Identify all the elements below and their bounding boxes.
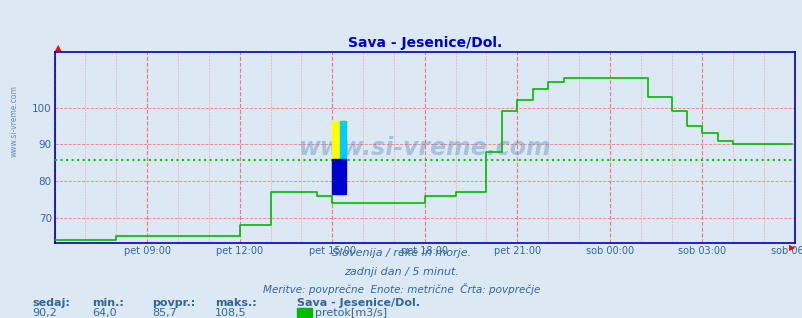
Text: ▲: ▲	[55, 44, 61, 52]
Text: Meritve: povprečne  Enote: metrične  Črta: povprečje: Meritve: povprečne Enote: metrične Črta:…	[262, 283, 540, 295]
Text: www.si-vreme.com: www.si-vreme.com	[10, 85, 18, 157]
Text: min.:: min.:	[92, 298, 124, 308]
Bar	[340, 121, 345, 163]
Text: ▶: ▶	[788, 243, 794, 252]
Text: zadnji dan / 5 minut.: zadnji dan / 5 minut.	[343, 267, 459, 277]
Title: Sava - Jesenice/Dol.: Sava - Jesenice/Dol.	[347, 36, 501, 50]
Text: 85,7: 85,7	[152, 308, 177, 318]
Text: www.si-vreme.com: www.si-vreme.com	[298, 136, 550, 160]
Text: 90,2: 90,2	[32, 308, 57, 318]
Text: pretok[m3/s]: pretok[m3/s]	[314, 308, 387, 318]
Bar	[332, 121, 340, 163]
Text: Slovenija / reke in morje.: Slovenija / reke in morje.	[331, 248, 471, 258]
Bar	[332, 159, 345, 194]
Text: Sava - Jesenice/Dol.: Sava - Jesenice/Dol.	[297, 298, 419, 308]
Text: 108,5: 108,5	[215, 308, 246, 318]
Text: 64,0: 64,0	[92, 308, 117, 318]
Text: povpr.:: povpr.:	[152, 298, 196, 308]
Text: sedaj:: sedaj:	[32, 298, 70, 308]
Text: maks.:: maks.:	[215, 298, 257, 308]
